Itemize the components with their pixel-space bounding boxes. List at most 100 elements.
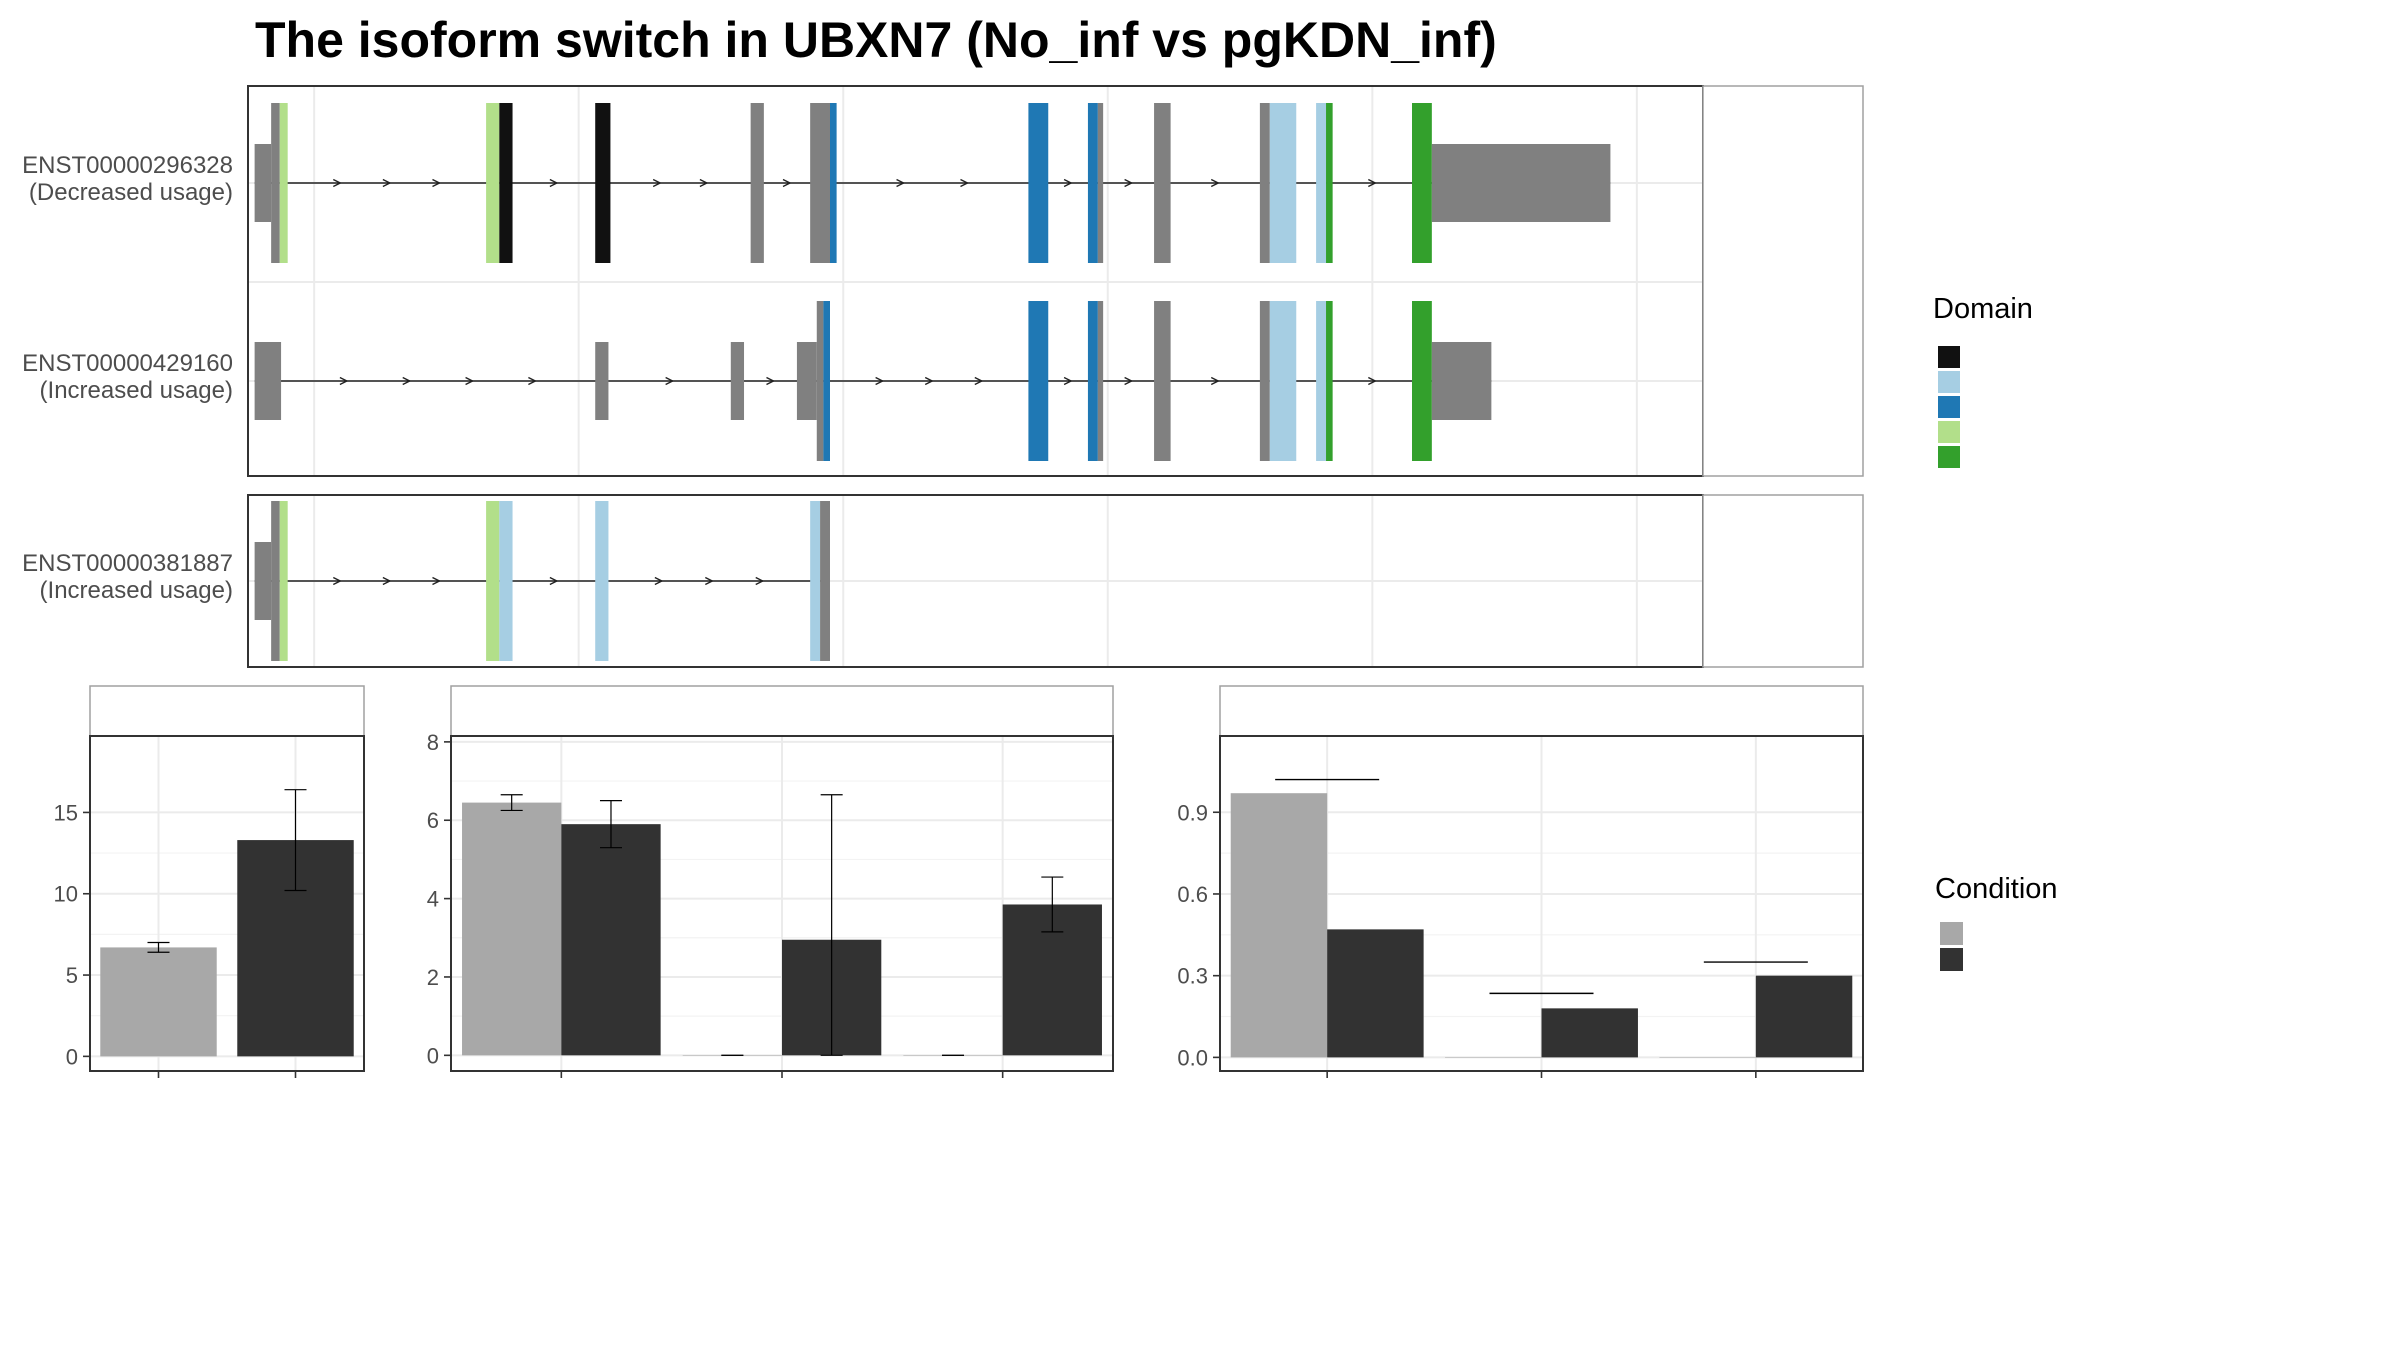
transcript-ENST00000296328: [248, 103, 1703, 263]
y-tick-label: 4: [427, 887, 439, 912]
facet-strip: [1702, 85, 1864, 477]
structure-panel-non-coding: ENST00000381887(Increased usage): [22, 494, 1864, 668]
transcript-id-label: ENST00000296328: [22, 152, 233, 179]
exon-block: [1097, 103, 1104, 263]
transcript-usage-label: (Decreased usage): [29, 179, 233, 206]
domain-block-uba_4: [279, 501, 288, 661]
facet-strip: [1702, 494, 1864, 668]
bar: [561, 824, 661, 1056]
intron-direction-arrow: [1368, 178, 1377, 188]
exon-block: [1431, 144, 1611, 222]
legend-key-ubx: [1938, 446, 1960, 468]
intron-direction-arrow: [465, 376, 475, 386]
intron-direction-arrow: [402, 376, 412, 386]
domain-block-thioredoxin_7: [823, 301, 830, 461]
domain-block-thioredoxin_7: [1028, 103, 1049, 263]
domain-block-thioredoxin_7: [830, 103, 837, 263]
exon-block: [1154, 301, 1171, 461]
bar: [1755, 975, 1853, 1058]
facet-strip: [1219, 685, 1864, 737]
intron-direction-arrow: [924, 376, 934, 386]
y-tick-label: 2: [427, 965, 439, 990]
intron-direction-arrow: [665, 376, 675, 386]
domain-block-idr_w_binding_region: [1269, 103, 1297, 263]
exon-block: [595, 342, 609, 420]
exon-block: [254, 342, 282, 420]
intron-direction-arrow: [704, 576, 714, 586]
exon-block: [730, 342, 745, 420]
intron-direction-arrow: [654, 576, 664, 586]
exon-block: [820, 501, 830, 661]
bar: [1230, 793, 1328, 1058]
intron-direction-arrow: [432, 576, 442, 586]
intron-direction-arrow: [382, 576, 392, 586]
bar: [100, 947, 217, 1057]
intron-direction-arrow: [332, 178, 342, 188]
figure-title: The isoform switch in UBXN7 (No_inf vs p…: [255, 12, 1497, 68]
intron-direction-arrow: [528, 376, 537, 386]
legend-key-thioredoxin_7: [1938, 396, 1960, 418]
plot-border: [1219, 735, 1864, 1072]
domain-block-idr_w_binding_region: [1316, 301, 1327, 461]
bar: [1445, 1057, 1542, 1058]
intron-direction-arrow: [974, 376, 984, 386]
condition-legend-title: Condition: [1935, 873, 2058, 905]
intron-direction-arrow: [1368, 376, 1377, 386]
y-tick-label: 0.9: [1177, 800, 1208, 825]
isoform-usage-chart: 0.0 0.3 0.6 0.9: [1177, 685, 1864, 1078]
domain-block-idr: [499, 103, 513, 263]
transcript-id-label: ENST00000381887: [22, 550, 233, 577]
domain-block-idr_w_binding_region: [595, 501, 609, 661]
exon-block: [1154, 103, 1171, 263]
legend-key-uba_4: [1938, 421, 1960, 443]
facet-strip: [89, 685, 365, 737]
exon-block: [254, 144, 272, 222]
domain-block-uba_4: [279, 103, 288, 263]
gene-expression-chart: 0 5 10 15: [54, 685, 365, 1078]
exon-block: [1259, 103, 1270, 263]
y-tick-label: 0: [427, 1043, 439, 1068]
condition-legend: Condition: [1935, 873, 2058, 971]
y-tick-label: 6: [427, 808, 439, 833]
legend-key-idr_w_binding_region: [1938, 371, 1960, 393]
domain-legend-title: Domain: [1933, 293, 2033, 325]
domain-block-idr_w_binding_region: [810, 501, 821, 661]
exon-block: [1097, 301, 1104, 461]
transcript-usage-label: (Increased usage): [40, 577, 233, 604]
domain-block-idr_w_binding_region: [1316, 103, 1327, 263]
domain-block-uba_4: [486, 501, 500, 661]
transcript-id-label: ENST00000429160: [22, 350, 233, 377]
legend-key-pgkdn_inf: [1940, 948, 1963, 971]
intron-direction-arrow: [960, 178, 970, 188]
y-tick-label: 8: [427, 730, 439, 755]
exon-block: [1431, 342, 1492, 420]
transcript-structure-panels: ENST00000296328(Decreased usage) ENST0000…: [22, 85, 1864, 668]
domain-legend: Domain: [1933, 293, 2033, 468]
structure-panel-coding: ENST00000296328(Decreased usage) ENST0000…: [22, 85, 1864, 477]
intron-direction-arrow: [875, 376, 885, 386]
intron-direction-arrow: [1063, 376, 1073, 386]
intron-direction-arrow: [699, 178, 709, 188]
intron-direction-arrow: [549, 576, 559, 586]
domain-block-thioredoxin_7: [1087, 103, 1098, 263]
bar: [1327, 929, 1424, 1058]
exon-block: [254, 542, 272, 620]
intron-direction-arrow: [1124, 376, 1134, 386]
intron-direction-arrow: [755, 576, 765, 586]
domain-block-ubx: [1412, 301, 1432, 461]
domain-block-idr_w_binding_region: [1269, 301, 1297, 461]
domain-block-idr: [595, 103, 611, 263]
y-tick-label: 0.0: [1177, 1045, 1208, 1070]
intron-direction-arrow: [1210, 376, 1220, 386]
intron-direction-arrow: [1210, 178, 1220, 188]
intron-direction-arrow: [1124, 178, 1134, 188]
intron-direction-arrow: [549, 178, 559, 188]
plot-border: [450, 735, 1114, 1072]
exon-block: [796, 342, 817, 420]
domain-block-ubx: [1326, 103, 1333, 263]
intron-direction-arrow: [382, 178, 392, 188]
y-tick-label: 5: [66, 963, 78, 988]
intron-direction-arrow: [896, 178, 906, 188]
y-tick-label: 10: [54, 882, 78, 907]
